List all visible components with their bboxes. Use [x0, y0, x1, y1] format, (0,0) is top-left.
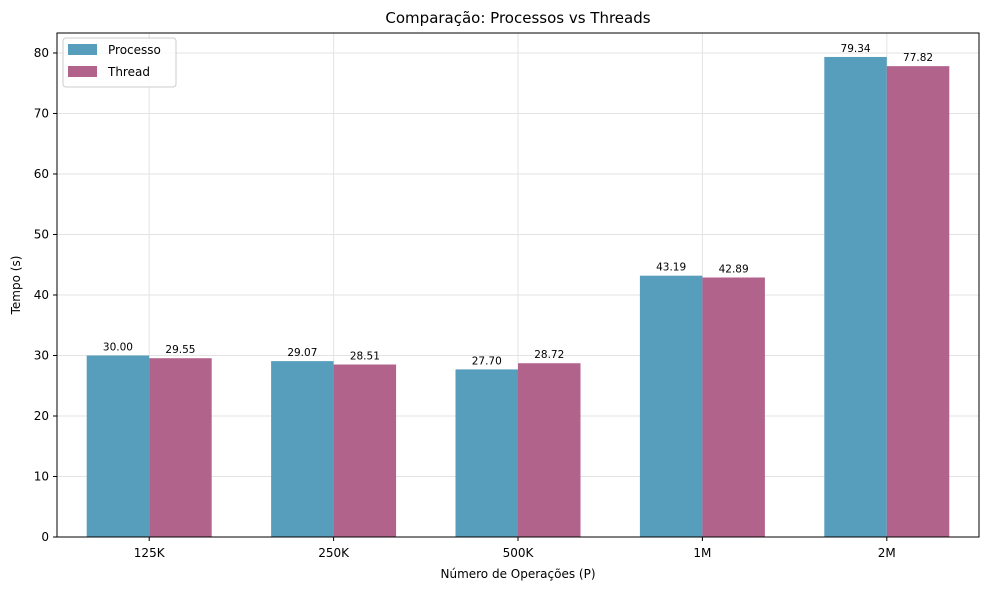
- x-tick-label: 500K: [503, 546, 535, 560]
- y-tick-label: 40: [34, 288, 49, 302]
- y-tick-label: 60: [34, 167, 49, 181]
- legend-swatch: [68, 44, 97, 55]
- y-tick-label: 20: [34, 409, 49, 423]
- x-tick-label: 125K: [134, 546, 166, 560]
- y-tick-label: 30: [34, 348, 49, 362]
- bar-processo: [455, 369, 518, 537]
- legend-swatch: [68, 66, 97, 77]
- data-label: 29.55: [165, 344, 195, 356]
- data-label: 29.07: [287, 347, 317, 359]
- bars: [86, 56, 950, 538]
- data-label: 28.72: [534, 349, 564, 361]
- y-tick-label: 50: [34, 227, 49, 241]
- y-axis-ticks: 0 10 20 30 40 50 60 70 80: [34, 46, 57, 544]
- x-tick-label: 1M: [693, 546, 711, 560]
- bar-processo: [639, 275, 703, 537]
- data-label: 79.34: [841, 43, 871, 55]
- data-label: 77.82: [903, 52, 933, 64]
- data-label: 30.00: [103, 341, 133, 353]
- bar-processo: [271, 361, 334, 537]
- y-tick-label: 0: [41, 530, 49, 544]
- y-axis-label: Tempo (s): [9, 256, 23, 316]
- y-tick-label: 70: [34, 106, 49, 120]
- bar-thread: [149, 358, 212, 537]
- legend-label: Thread: [107, 65, 150, 79]
- data-label: 42.89: [719, 263, 749, 275]
- x-axis-label: Número de Operações (P): [440, 567, 595, 581]
- bar-thread: [333, 364, 397, 537]
- x-tick-label: 2M: [878, 546, 896, 560]
- bar-thread: [518, 363, 581, 537]
- data-label: 27.70: [472, 355, 502, 367]
- bar-thread: [886, 66, 950, 537]
- x-axis-ticks: 125K 250K 500K 1M 2M: [134, 537, 896, 560]
- bar-thread: [702, 277, 765, 537]
- y-tick-label: 80: [34, 46, 49, 60]
- y-tick-label: 10: [34, 469, 49, 483]
- bar-processo: [824, 56, 887, 538]
- legend-label: Processo: [108, 43, 161, 57]
- data-label: 43.19: [656, 262, 686, 274]
- chart-title: Comparação: Processos vs Threads: [385, 9, 650, 27]
- data-labels: 30.00 29.55 29.07 28.51 27.70 28.72 43.19 42.89…: [103, 43, 933, 367]
- x-tick-label: 250K: [318, 546, 350, 560]
- legend: Processo Thread: [62, 37, 177, 88]
- data-label: 28.51: [350, 351, 380, 363]
- bar-processo: [86, 355, 150, 537]
